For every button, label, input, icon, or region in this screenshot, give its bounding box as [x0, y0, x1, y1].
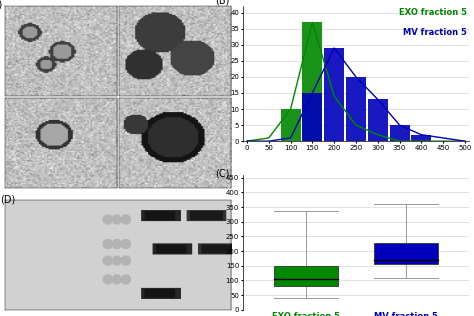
Bar — [302, 22, 322, 141]
Bar — [368, 100, 388, 141]
Bar — [374, 243, 438, 264]
Text: EXO fraction 5: EXO fraction 5 — [399, 8, 467, 17]
Bar — [281, 109, 301, 141]
Text: (B): (B) — [216, 0, 230, 6]
Text: (C): (C) — [216, 168, 230, 178]
Bar — [411, 135, 431, 141]
Bar — [346, 77, 366, 141]
Bar — [390, 125, 410, 141]
Bar — [302, 93, 322, 141]
Bar — [324, 48, 344, 141]
Bar — [274, 266, 338, 286]
Text: (D): (D) — [0, 194, 16, 204]
Text: MV fraction 5: MV fraction 5 — [403, 28, 467, 37]
Text: (A): (A) — [0, 0, 2, 9]
